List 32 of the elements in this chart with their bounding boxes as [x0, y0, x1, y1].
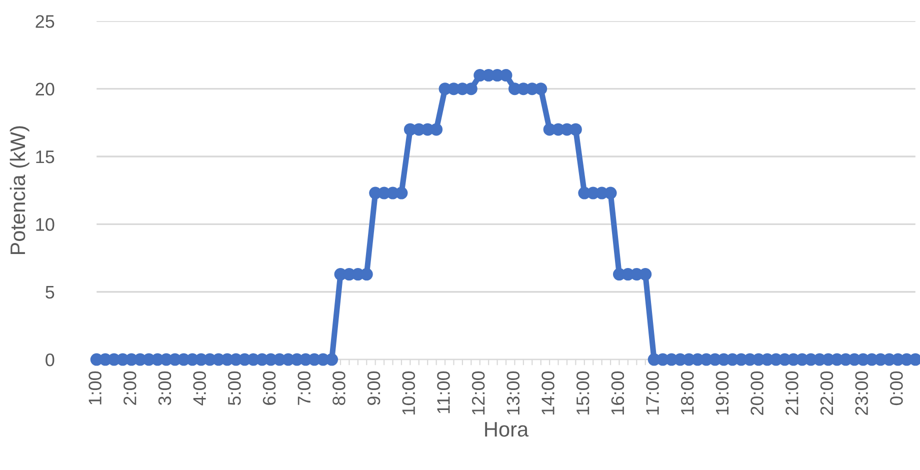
x-tick-label: 16:00: [611, 371, 624, 414]
x-tick-label: 14:00: [542, 371, 554, 414]
x-tick-label: 5:00: [228, 371, 241, 406]
y-tick-label: 10: [36, 218, 54, 231]
x-tick-label: 7:00: [298, 371, 310, 405]
x-tick-label: 17:00: [646, 371, 659, 414]
x-tick-label: 3:00: [158, 371, 172, 406]
x-tick-label: 11:00: [437, 371, 450, 414]
x-tick-label: 18:00: [680, 371, 694, 414]
y-tick-label: 20: [36, 82, 54, 96]
x-tick-label: 21:00: [786, 371, 798, 415]
y-tick-label: 0: [46, 353, 54, 366]
y-tick-label: 15: [36, 150, 54, 164]
x-tick-label: 4:00: [193, 371, 206, 406]
x-tick-label: 15:00: [576, 371, 590, 414]
y-axis-title: Potencia (kW): [10, 126, 30, 254]
x-tick-label: 22:00: [820, 371, 834, 415]
x-axis-title: Hora: [485, 422, 529, 437]
x-tick-label: 13:00: [506, 371, 520, 414]
x-tick-label: 6:00: [262, 371, 276, 405]
y-tick-label: 5: [46, 286, 54, 299]
x-tick-label: 12:00: [472, 371, 485, 414]
x-tick-label: 1:00: [88, 371, 102, 404]
x-tick-label: 2:00: [124, 371, 136, 405]
x-tick-label: 10:00: [402, 371, 416, 414]
x-tick-label: 19:00: [716, 371, 729, 414]
x-tick-label: 20:00: [750, 371, 764, 415]
y-tick-label: 25: [36, 15, 54, 28]
x-tick-label: 8:00: [332, 371, 346, 406]
x-tick-label: 0:00: [890, 371, 903, 406]
x-tick-label: 9:00: [367, 371, 380, 405]
x-tick-label: 23:00: [855, 371, 868, 415]
